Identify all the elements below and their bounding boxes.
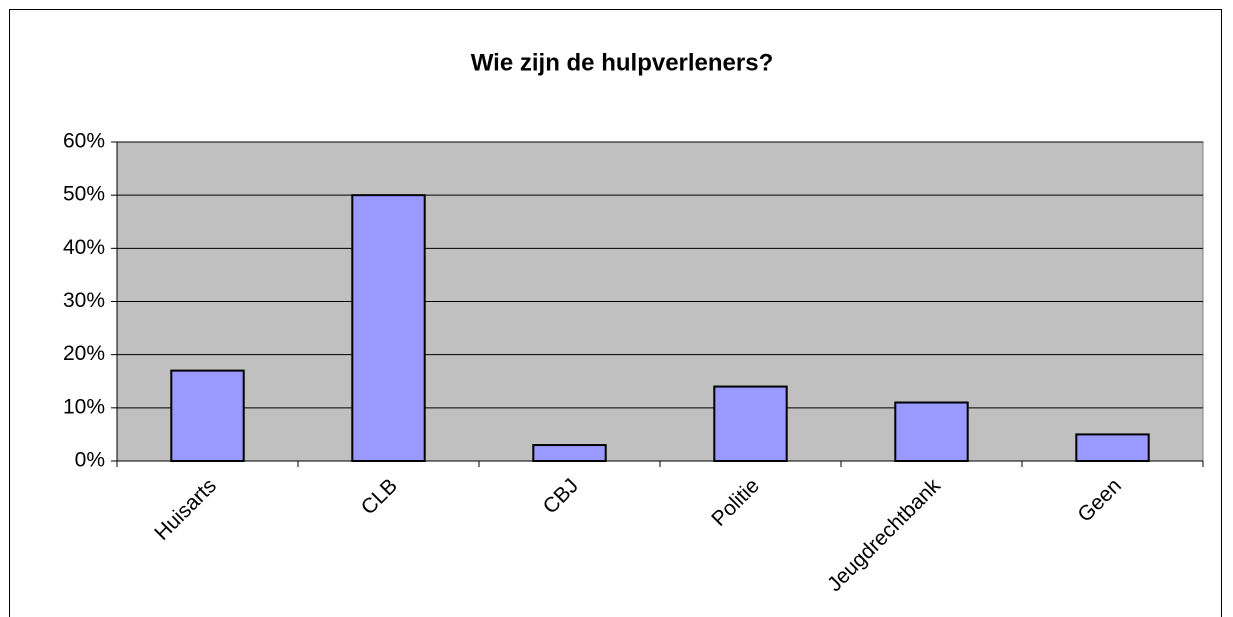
y-tick-label: 60% — [63, 130, 105, 153]
bar — [894, 401, 969, 462]
bar — [170, 369, 245, 462]
bar — [1075, 433, 1150, 462]
bar — [532, 444, 607, 462]
bar — [351, 194, 426, 463]
y-tick-label: 40% — [63, 236, 105, 259]
y-tick-label: 0% — [75, 449, 105, 472]
y-tick-label: 10% — [63, 395, 105, 418]
chart-title: Wie zijn de hulpverleners? — [471, 49, 774, 76]
bar — [713, 385, 788, 463]
y-tick-label: 20% — [63, 342, 105, 365]
y-tick-label: 50% — [63, 183, 105, 206]
y-tick-label: 30% — [63, 289, 105, 312]
